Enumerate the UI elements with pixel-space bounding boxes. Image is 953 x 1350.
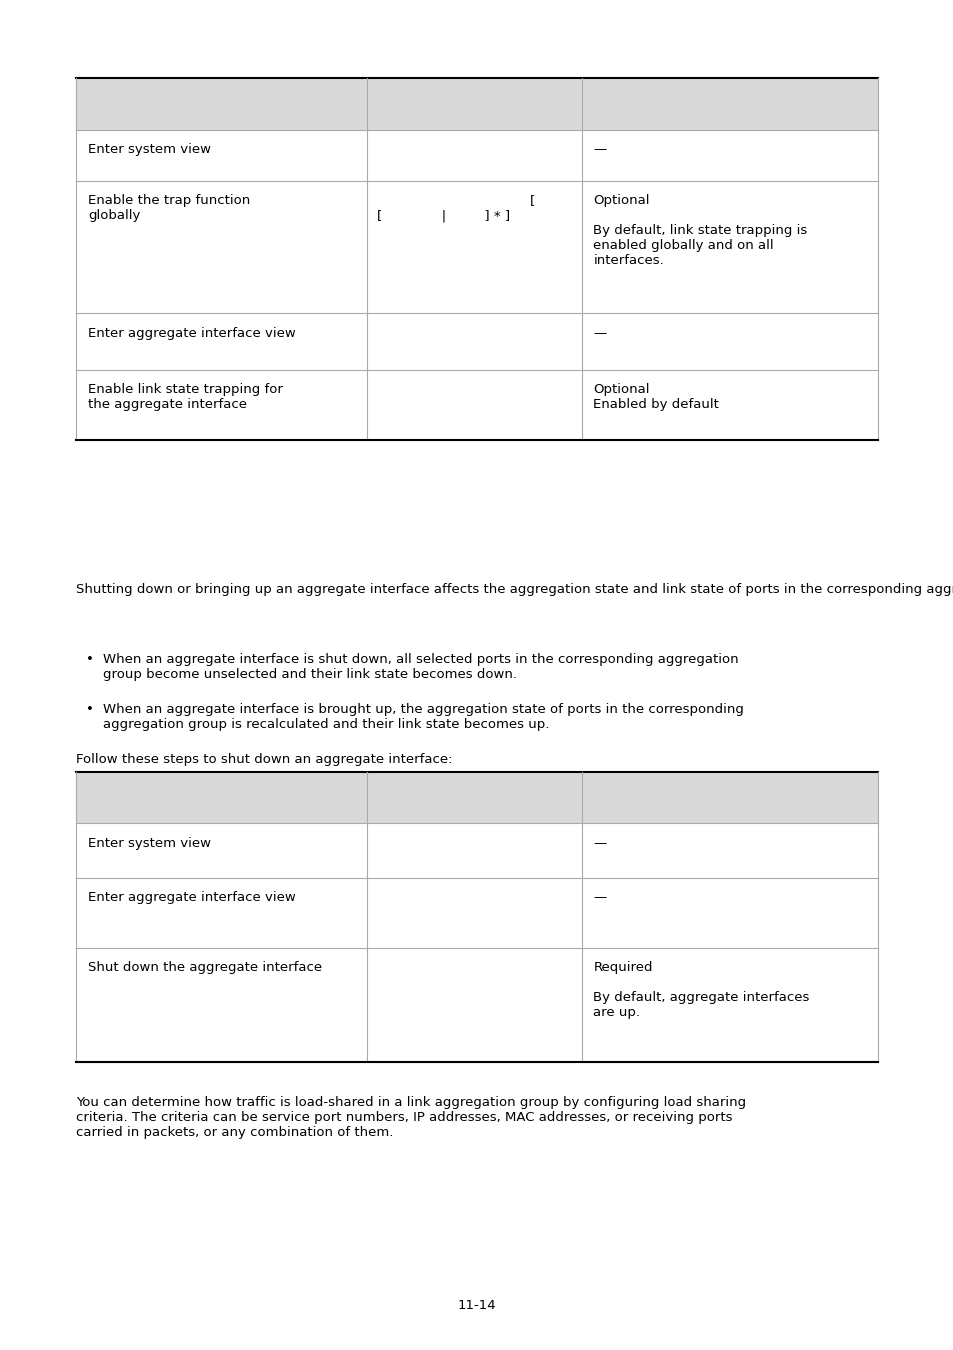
Text: Enable the trap function
globally: Enable the trap function globally [88, 194, 250, 223]
Text: Enter system view: Enter system view [88, 143, 211, 157]
Text: Enter aggregate interface view: Enter aggregate interface view [88, 327, 295, 340]
Text: —: — [593, 891, 606, 904]
Text: [
[              |         ] * ]: [ [ | ] * ] [376, 194, 535, 223]
Text: Shutting down or bringing up an aggregate interface affects the aggregation stat: Shutting down or bringing up an aggregat… [76, 583, 953, 597]
Text: Enter aggregate interface view: Enter aggregate interface view [88, 891, 295, 904]
Text: 11-14: 11-14 [457, 1299, 496, 1312]
Text: You can determine how traffic is load-shared in a link aggregation group by conf: You can determine how traffic is load-sh… [76, 1096, 745, 1139]
Text: •: • [86, 703, 93, 717]
Text: When an aggregate interface is brought up, the aggregation state of ports in the: When an aggregate interface is brought u… [103, 703, 743, 732]
Bar [76, 824, 877, 878]
Text: —: — [593, 327, 606, 340]
Text: Enter system view: Enter system view [88, 837, 211, 850]
Text: Optional
Enabled by default: Optional Enabled by default [593, 383, 719, 412]
Bar [76, 370, 877, 440]
Text: Enable link state trapping for
the aggregate interface: Enable link state trapping for the aggre… [88, 383, 282, 412]
Text: —: — [593, 143, 606, 157]
Text: Follow these steps to shut down an aggregate interface:: Follow these steps to shut down an aggre… [76, 753, 453, 767]
Bar [76, 78, 877, 130]
Text: —: — [593, 837, 606, 850]
Bar [76, 772, 877, 824]
Bar [76, 878, 877, 948]
Text: When an aggregate interface is shut down, all selected ports in the correspondin: When an aggregate interface is shut down… [103, 653, 738, 682]
Text: Shut down the aggregate interface: Shut down the aggregate interface [88, 961, 321, 975]
Text: •: • [86, 653, 93, 667]
Text: Optional

By default, link state trapping is
enabled globally and on all
interfa: Optional By default, link state trapping… [593, 194, 807, 267]
Bar [76, 948, 877, 1062]
Bar [76, 181, 877, 313]
Text: Required

By default, aggregate interfaces
are up.: Required By default, aggregate interface… [593, 961, 809, 1019]
Bar [76, 313, 877, 370]
Bar [76, 130, 877, 181]
